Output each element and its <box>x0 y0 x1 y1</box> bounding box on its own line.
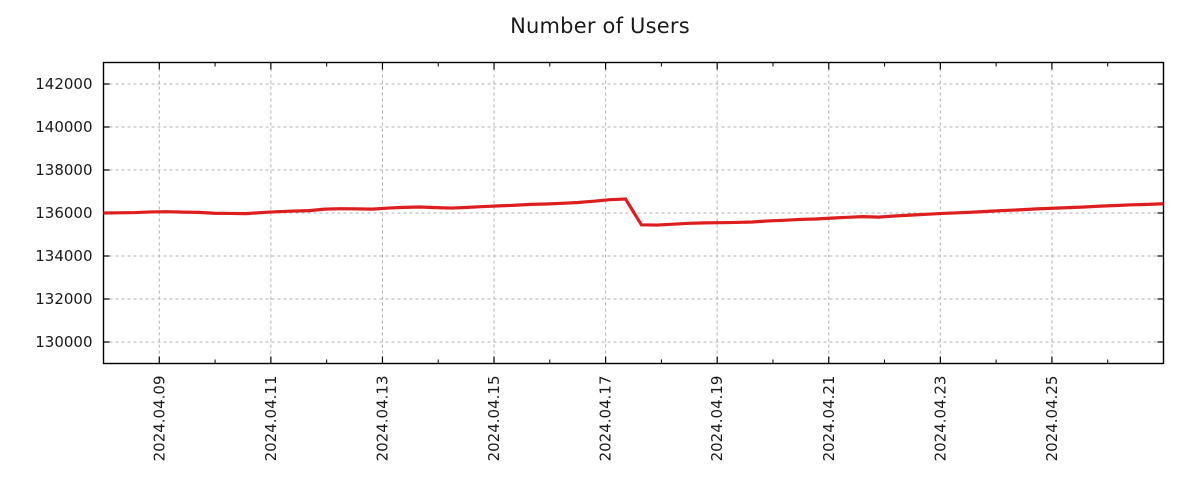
x-tick-label: 2024.04.19 <box>708 376 726 462</box>
y-tick-label: 138000 <box>35 161 92 179</box>
y-axis-tick-labels: 130000 132000 134000 136000 138000 140000 1420… <box>35 75 92 351</box>
x-tick-label: 2024.04.25 <box>1043 376 1061 462</box>
y-tick-label: 132000 <box>35 290 92 308</box>
x-tick-label: 2024.04.15 <box>485 376 503 462</box>
y-tick-label: 136000 <box>35 204 92 222</box>
x-tick-label: 2024.04.21 <box>820 376 838 462</box>
x-axis-tick-labels: 2024.04.09 2024.04.11 2024.04.13 2024.04.15… <box>150 375 1061 461</box>
y-tick-label: 130000 <box>35 333 92 351</box>
x-tick-label: 2024.04.17 <box>597 376 615 462</box>
x-tick-label: 2024.04.23 <box>931 375 949 461</box>
x-tick-label: 2024.04.09 <box>150 376 168 462</box>
x-tick-label: 2024.04.11 <box>262 376 280 462</box>
chart-title: Number of Users <box>510 14 690 38</box>
y-tick-label: 142000 <box>35 75 92 93</box>
series-line-number-of-users <box>103 197 1164 227</box>
y-tick-label: 134000 <box>35 247 92 265</box>
y-tick-label: 140000 <box>35 118 92 136</box>
x-tick-label: 2024.04.13 <box>373 376 391 462</box>
data-series <box>103 197 1164 227</box>
